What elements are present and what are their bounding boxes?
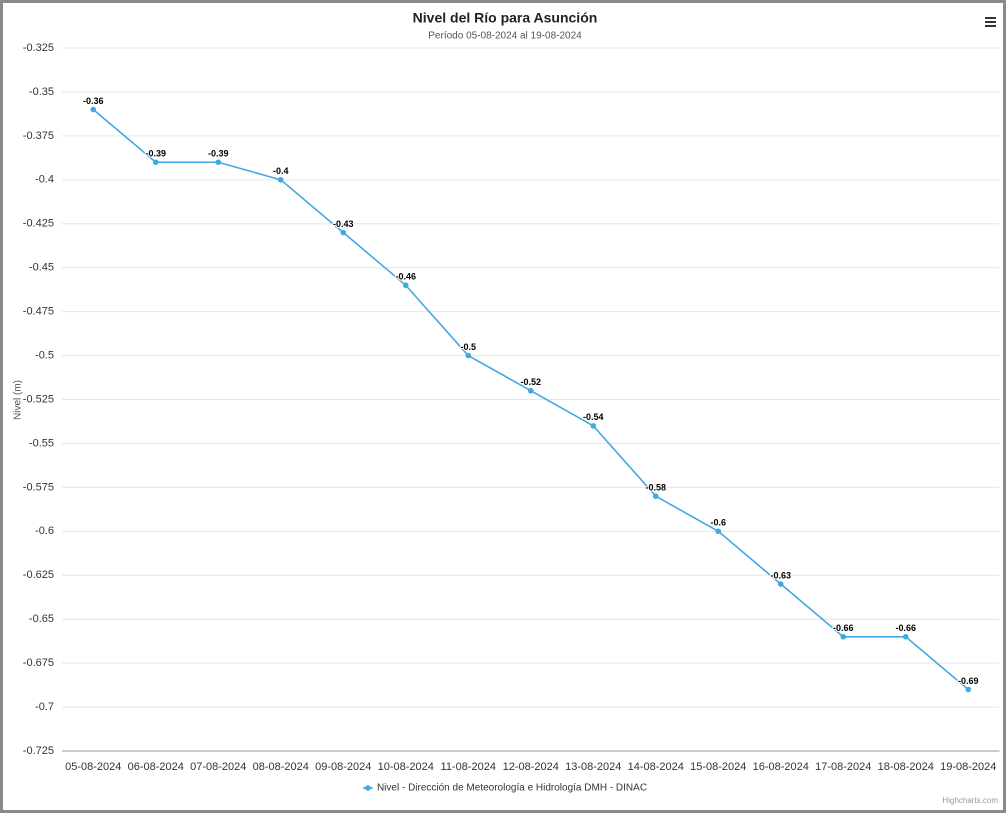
x-tick-label: 06-08-2024 [128,761,184,773]
y-tick-label: -0.55 [29,437,54,449]
menu-button[interactable] [985,17,996,27]
y-tick-label: -0.375 [23,130,54,142]
y-tick-label: -0.65 [29,613,54,625]
y-tick-label: -0.6 [35,525,54,537]
data-point [777,581,784,587]
data-label: -0.63 [770,570,791,580]
legend-item[interactable]: Nivel - Dirección de Meteorología e Hidr… [362,783,647,794]
data-label: -0.39 [208,149,229,159]
y-tick-label: -0.4 [35,174,54,186]
x-tick-label: 14-08-2024 [628,761,684,773]
data-label: -0.54 [583,412,604,422]
data-point [840,633,847,640]
chart-subtitle: Período 05-08-2024 al 19-08-2024 [428,31,582,42]
y-tick-label: -0.35 [29,86,54,98]
data-point [465,352,472,359]
y-tick-label: -0.675 [23,657,54,669]
data-label: -0.66 [895,623,916,633]
x-tick-label: 11-08-2024 [441,761,496,773]
data-point [715,528,722,535]
legend-symbol [365,785,371,791]
data-point [402,282,409,289]
data-point [590,423,597,429]
y-axis-label: Nivel (m) [13,380,24,420]
data-point [527,387,534,394]
data-point [965,686,972,693]
y-tick-label: -0.7 [35,701,54,713]
y-tick-label: -0.425 [23,218,54,230]
data-point [652,493,659,499]
data-label: -0.6 [710,518,726,528]
x-tick-label: 12-08-2024 [503,761,559,773]
data-label: -0.69 [958,676,979,686]
credits[interactable]: Highcharts.com [942,796,998,805]
data-point [277,177,284,183]
x-tick-label: 15-08-2024 [690,761,746,773]
x-tick-label: 09-08-2024 [315,761,371,773]
x-tick-label: 08-08-2024 [253,761,309,773]
x-tick-label: 17-08-2024 [815,761,871,773]
legend-label: Nivel - Dirección de Meteorología e Hidr… [377,783,647,794]
data-label: -0.46 [395,272,416,282]
data-label: -0.58 [645,483,666,493]
data-label: -0.4 [273,166,289,176]
y-tick-label: -0.5 [35,349,54,361]
data-point [90,106,97,113]
x-tick-label: 13-08-2024 [565,761,621,773]
data-label: -0.36 [83,96,104,106]
y-tick-label: -0.475 [23,306,54,318]
x-tick-label: 19-08-2024 [940,761,996,773]
y-tick-label: -0.45 [29,262,54,274]
data-label: -0.52 [520,377,541,387]
data-point [902,633,909,640]
data-label: -0.43 [333,219,354,229]
data-label: -0.66 [833,623,854,633]
data-point [340,229,347,236]
data-point [215,159,222,166]
y-tick-label: -0.525 [23,393,54,405]
x-tick-label: 10-08-2024 [378,761,434,773]
data-label: -0.5 [460,342,476,352]
x-tick-label: 07-08-2024 [190,761,246,773]
data-label: -0.39 [145,149,166,159]
x-tick-label: 16-08-2024 [753,761,809,773]
data-point [152,159,159,166]
chart-title: Nivel del Río para Asunción [413,10,598,26]
y-tick-label: -0.575 [23,481,54,493]
y-tick-label: -0.725 [23,745,54,757]
y-tick-label: -0.325 [23,42,54,54]
x-tick-label: 18-08-2024 [878,761,934,773]
x-tick-label: 05-08-2024 [65,761,121,773]
y-tick-label: -0.625 [23,569,54,581]
